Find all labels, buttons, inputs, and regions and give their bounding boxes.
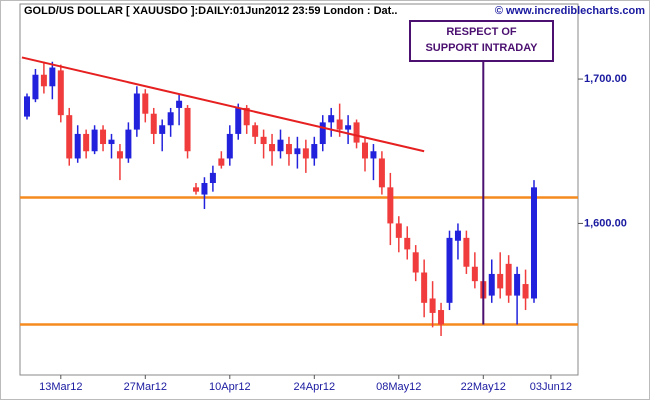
x-tick-label: 22May12 xyxy=(461,381,506,393)
candle-body xyxy=(57,70,64,116)
candle-body xyxy=(74,133,81,159)
candle-body xyxy=(91,129,98,152)
x-tick-label: 03Jun12 xyxy=(530,381,572,393)
x-tick-label: 27Mar12 xyxy=(124,381,167,393)
candle-body xyxy=(362,142,368,159)
candle-body xyxy=(235,107,242,134)
candle-body xyxy=(353,122,360,143)
candle-body xyxy=(226,133,233,159)
candle-body xyxy=(505,263,512,296)
candle-body xyxy=(218,158,225,166)
trend-line xyxy=(21,56,425,153)
chart-title: GOLD/US DOLLAR [ XAUUSDO ]:DAILY:01Jun20… xyxy=(24,5,397,17)
candle-body xyxy=(252,125,259,137)
candle-body xyxy=(83,133,90,152)
subtitle: © www.incrediblecharts.com xyxy=(495,5,645,17)
candle-body xyxy=(142,93,149,114)
candle-body xyxy=(522,284,529,299)
plot-area xyxy=(19,3,579,376)
candle-body xyxy=(319,122,326,145)
x-tick-label: 13Mar12 xyxy=(39,381,82,393)
candle-body xyxy=(514,273,521,296)
annotation-text: RESPECT OF xyxy=(446,26,517,38)
candle-body xyxy=(116,151,123,159)
candle-body xyxy=(167,112,174,126)
candle-body xyxy=(387,187,394,224)
candle-body xyxy=(412,252,419,273)
candle-body xyxy=(150,113,157,134)
y-tick-label: 1,700.00 xyxy=(584,73,627,85)
candle-body xyxy=(133,93,140,130)
candle-body xyxy=(66,115,73,159)
candle-body xyxy=(100,129,107,145)
candle-body xyxy=(108,139,115,145)
candle-body xyxy=(404,237,411,250)
candle-body xyxy=(285,144,292,155)
x-tick-label: 24Apr12 xyxy=(294,381,336,393)
candle-body xyxy=(294,148,301,155)
y-tick-label: 1,600.00 xyxy=(584,217,627,229)
candle-body xyxy=(125,129,132,159)
x-tick-label: 10Apr12 xyxy=(209,381,251,393)
candle-body xyxy=(395,223,402,238)
candle-body xyxy=(209,172,216,184)
candle-body xyxy=(463,237,470,267)
candle-body xyxy=(269,144,276,152)
candle-body xyxy=(184,107,191,152)
candle-body xyxy=(345,125,352,130)
candle-body xyxy=(40,74,47,87)
candle-body xyxy=(24,96,30,117)
candle-body xyxy=(260,136,267,145)
candle-body xyxy=(454,230,461,241)
candle-body xyxy=(429,298,436,313)
candle-body xyxy=(328,115,335,123)
candle-body xyxy=(201,183,208,195)
candle-body xyxy=(471,266,478,282)
candle-body xyxy=(49,67,56,87)
candle-body xyxy=(488,273,495,296)
candle-body xyxy=(497,273,504,289)
candle-body xyxy=(336,119,343,130)
candle-body xyxy=(446,237,453,303)
candle-body xyxy=(370,151,377,159)
annotation-box xyxy=(409,20,554,62)
candle-body xyxy=(32,74,39,100)
candle-body xyxy=(311,144,318,159)
x-tick-label: 08May12 xyxy=(376,381,421,393)
candle-body xyxy=(243,107,250,126)
candle-body xyxy=(421,272,428,303)
candle-body xyxy=(302,148,309,159)
candle-body xyxy=(277,139,284,152)
candle-body xyxy=(193,187,199,192)
candle-body xyxy=(378,158,385,188)
candle-body xyxy=(176,100,183,108)
candle-body xyxy=(531,187,537,299)
annotation-text: SUPPORT INTRADAY xyxy=(425,42,538,54)
candle-body xyxy=(159,125,166,134)
candle-body xyxy=(438,310,445,325)
